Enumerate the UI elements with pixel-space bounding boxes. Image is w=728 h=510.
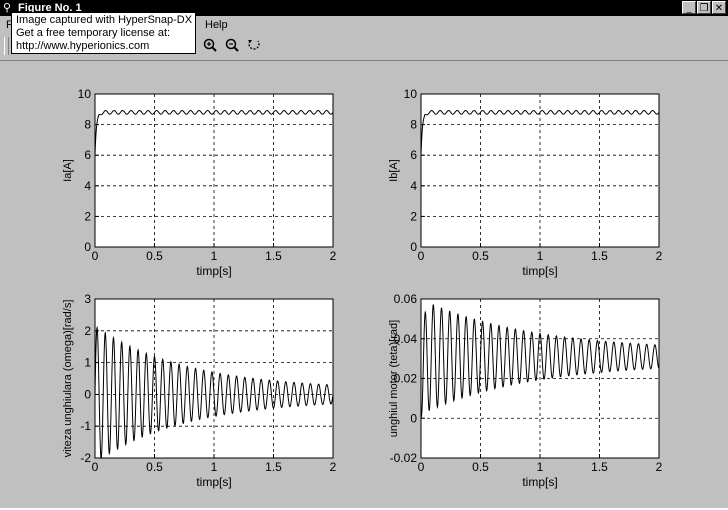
x-tick-label: 2	[330, 249, 337, 263]
y-tick-label: 2	[410, 209, 417, 223]
chart-1: 0 0.5 1 1.5 2 0 2 4 6 8 10 timp[s] Ia[A]	[62, 87, 337, 278]
menu-file[interactable]: F	[6, 19, 13, 31]
rotate-icon[interactable]	[244, 37, 264, 55]
x-axis-label: timp[s]	[196, 475, 231, 489]
x-tick-label: 1	[211, 460, 218, 474]
close-button[interactable]: ✕	[712, 1, 726, 14]
window-title: Figure No. 1	[18, 2, 82, 14]
y-axis-label: viteza unghiulara (omega)[rad/s]	[62, 300, 74, 458]
y-tick-label: 6	[410, 148, 417, 162]
y-tick-label: 0	[84, 387, 91, 401]
minimize-button[interactable]: _	[682, 1, 696, 14]
y-tick-label: 10	[404, 87, 418, 101]
x-tick-label: 1.5	[591, 249, 608, 263]
x-tick-label: 2	[330, 460, 337, 474]
x-axis-label: timp[s]	[196, 264, 231, 278]
chart-4: 0 0.5 1 1.5 2-0.0200.020.040.06timp[s]unghiu…	[388, 292, 663, 489]
x-tick-label: 1	[537, 249, 544, 263]
x-axis-label: timp[s]	[522, 475, 557, 489]
y-tick-label: 8	[84, 118, 91, 132]
y-tick-label: -2	[80, 451, 91, 465]
x-tick-label: 0	[92, 249, 99, 263]
toolbar-handle[interactable]	[4, 37, 9, 55]
x-tick-label: 1.5	[265, 249, 282, 263]
series-line	[94, 110, 334, 156]
y-tick-label: 0.06	[394, 292, 418, 306]
x-axis-label: timp[s]	[522, 264, 557, 278]
watermark-line-2: Get a free temporary license at:	[16, 27, 171, 39]
y-tick-label: 3	[84, 292, 91, 306]
y-tick-label: 10	[78, 87, 92, 101]
chart-2: 0 0.5 1 1.5 2 0 2 4 6 8 10 timp[s] Ib[A]	[388, 87, 663, 278]
y-tick-label: 8	[410, 118, 417, 132]
plot-area	[421, 94, 659, 247]
chart-3: 0 0.5 1 1.5 2 -2 -1 0 1 2 3 timp[s] viteza unghiular…	[62, 292, 337, 489]
y-axis-label: unghiul motor (teta)[rad]	[388, 320, 400, 437]
y-tick-label: 0	[410, 411, 417, 425]
zoom-out-icon[interactable]	[222, 37, 242, 55]
x-tick-label: 0	[92, 460, 99, 474]
y-tick-label: 4	[84, 179, 91, 193]
x-tick-label: 1	[537, 460, 544, 474]
series-line	[420, 110, 660, 156]
watermark-line-3: http://www.hyperionics.com	[16, 40, 150, 52]
y-tick-label: 0.04	[394, 332, 418, 346]
y-axis-label: Ib[A]	[388, 159, 400, 182]
y-tick-label: 2	[84, 324, 91, 338]
x-tick-label: 0.5	[146, 460, 163, 474]
x-tick-label: 2	[656, 460, 663, 474]
bottom-edge	[0, 508, 728, 510]
y-tick-label: -1	[80, 419, 91, 433]
watermark-line-1: Image captured with HyperSnap-DX	[16, 14, 193, 26]
x-tick-label: 0.5	[472, 460, 489, 474]
x-tick-label: 1.5	[265, 460, 282, 474]
x-tick-label: 0.5	[146, 249, 163, 263]
zoom-in-icon[interactable]	[200, 37, 220, 55]
x-tick-label: 0	[418, 460, 425, 474]
y-axis-label: Ia[A]	[62, 159, 74, 182]
y-tick-label: 0	[84, 240, 91, 254]
series-line	[420, 304, 660, 419]
y-tick-label: -0.02	[390, 451, 418, 465]
x-tick-label: 1	[211, 249, 218, 263]
x-tick-label: 0	[418, 249, 425, 263]
x-tick-label: 1.5	[591, 460, 608, 474]
y-tick-label: 4	[410, 179, 417, 193]
y-tick-label: 0.02	[394, 372, 418, 386]
y-tick-label: 1	[84, 356, 91, 370]
y-tick-label: 6	[84, 148, 91, 162]
matlab-figure-icon[interactable]: ⚲	[3, 2, 12, 14]
restore-button[interactable]: ❐	[697, 1, 711, 14]
y-tick-label: 0	[410, 240, 417, 254]
x-tick-label: 0.5	[472, 249, 489, 263]
y-tick-label: 2	[84, 209, 91, 223]
x-tick-label: 2	[656, 249, 663, 263]
menu-help[interactable]: Help	[205, 19, 228, 31]
hypersnap-watermark: Image captured with HyperSnap-DX Get a f…	[11, 12, 196, 54]
plot-area	[95, 94, 333, 247]
series-line	[94, 325, 334, 459]
